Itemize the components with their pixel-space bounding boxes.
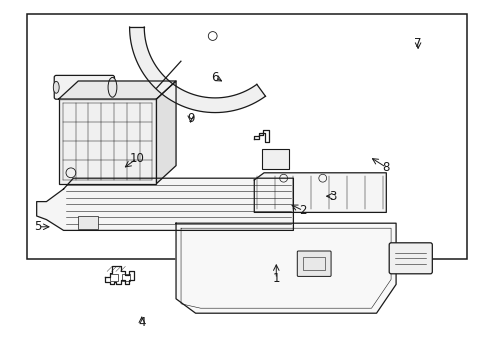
Polygon shape — [129, 27, 265, 113]
Text: 8: 8 — [382, 161, 389, 174]
Polygon shape — [176, 223, 395, 313]
Bar — [110, 274, 118, 281]
Ellipse shape — [53, 81, 59, 93]
Text: 10: 10 — [129, 152, 144, 165]
Bar — [122, 274, 130, 281]
Text: 3: 3 — [328, 190, 336, 203]
Bar — [303, 257, 325, 270]
Bar — [261, 149, 288, 169]
Text: 4: 4 — [138, 316, 145, 329]
Ellipse shape — [108, 77, 117, 97]
Text: 7: 7 — [413, 37, 421, 50]
Text: 6: 6 — [211, 71, 219, 84]
Text: 2: 2 — [299, 204, 306, 217]
Text: 5: 5 — [34, 220, 42, 233]
Polygon shape — [59, 81, 176, 99]
FancyBboxPatch shape — [388, 243, 431, 274]
Bar — [59, 99, 156, 184]
FancyBboxPatch shape — [54, 75, 114, 99]
FancyBboxPatch shape — [297, 251, 330, 276]
Text: 1: 1 — [272, 273, 280, 285]
Text: 9: 9 — [186, 112, 194, 125]
Polygon shape — [37, 178, 293, 230]
Polygon shape — [254, 173, 386, 212]
Polygon shape — [156, 81, 176, 184]
Bar — [27, 14, 466, 259]
Bar — [78, 216, 98, 229]
